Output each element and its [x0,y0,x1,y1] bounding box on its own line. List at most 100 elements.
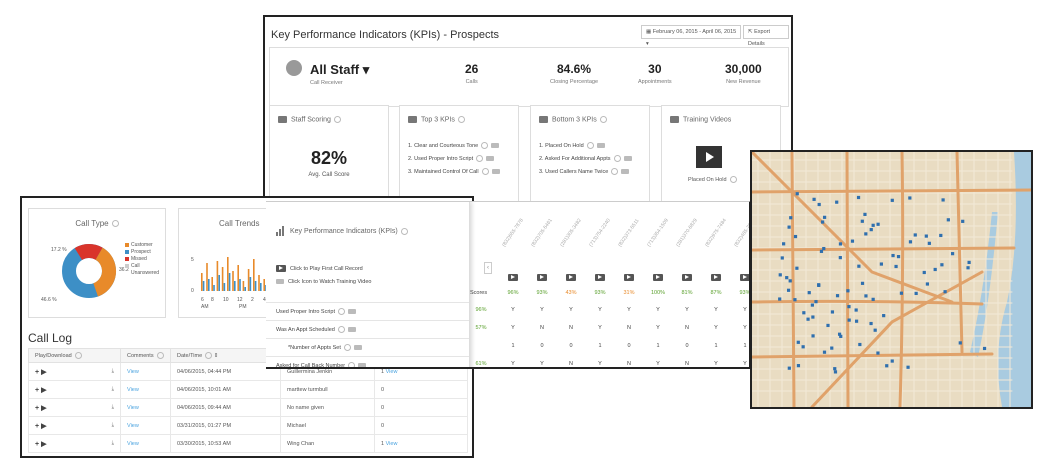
staff-selector[interactable]: All Staff ▾ [310,62,370,77]
call-location-marker[interactable] [795,192,799,196]
call-location-marker[interactable] [782,242,786,246]
call-location-marker[interactable] [802,311,806,315]
call-location-marker[interactable] [830,346,834,350]
call-location-marker[interactable] [835,294,840,298]
info-icon[interactable] [729,176,737,183]
call-location-marker[interactable] [838,242,843,246]
call-location-marker[interactable] [860,219,864,223]
video-icon[interactable] [276,279,284,285]
call-location-marker[interactable] [896,255,901,259]
call-location-marker[interactable] [821,220,825,224]
sort-icon[interactable]: ⇕ [213,352,219,359]
call-location-marker[interactable] [796,340,800,344]
call-location-marker[interactable] [961,219,965,223]
view-comments-link[interactable]: View [127,368,139,375]
download-icon[interactable]: ⤓ [111,421,114,428]
info-icon[interactable] [74,352,82,359]
call-location-marker[interactable] [876,351,880,355]
call-location-marker[interactable] [941,198,945,202]
view-link[interactable]: View [385,440,398,447]
call-location-marker[interactable] [958,341,962,345]
call-location-marker[interactable] [801,345,805,349]
play-video-button[interactable] [696,146,722,168]
call-location-marker[interactable] [871,297,875,301]
call-location-marker[interactable] [814,300,818,304]
call-location-marker[interactable] [933,267,937,272]
call-location-marker[interactable] [822,246,826,251]
play-icon[interactable]: ▶ [41,404,49,412]
call-location-marker[interactable] [837,332,842,336]
call-location-marker[interactable] [946,218,950,222]
call-location-marker[interactable] [876,222,880,226]
info-icon[interactable] [333,116,341,123]
call-location-marker[interactable] [811,334,815,338]
call-location-marker[interactable] [786,288,791,292]
call-location-marker[interactable] [863,212,867,216]
date-range-picker[interactable]: ▦ February 06, 2015 - April 06, 2015 ▾ [641,25,741,47]
call-location-marker[interactable] [864,232,868,236]
call-location-marker[interactable] [940,263,944,267]
play-record-icon[interactable] [276,265,286,272]
info-icon[interactable] [476,155,484,163]
call-location-marker[interactable] [817,283,821,287]
map-canvas[interactable] [752,152,1031,407]
expand-icon[interactable]: + [35,386,42,394]
info-icon[interactable] [481,142,489,150]
video-icon[interactable] [358,363,367,367]
call-location-marker[interactable] [864,294,868,298]
column-header[interactable]: Play/Download [28,348,121,363]
view-comments-link[interactable]: View [127,386,139,393]
legend-item[interactable]: Call [125,263,159,270]
call-location-marker[interactable] [890,198,894,202]
expand-icon[interactable]: + [35,440,42,448]
video-icon[interactable] [491,169,500,175]
video-icon[interactable] [623,156,632,162]
view-comments-link[interactable]: View [127,422,139,429]
call-location-marker[interactable] [854,308,858,312]
call-location-marker[interactable] [950,252,955,256]
play-icon[interactable]: ▶ [41,386,49,394]
call-location-marker[interactable] [822,215,827,219]
call-location-marker[interactable] [890,359,894,363]
call-location-marker[interactable] [833,367,837,371]
legend-item[interactable]: Unanswered [125,270,159,277]
call-location-marker[interactable] [826,323,830,328]
play-call-button[interactable] [529,274,555,281]
call-location-marker[interactable] [908,240,913,244]
call-location-marker[interactable] [860,281,865,285]
call-location-marker[interactable] [858,342,862,347]
call-location-marker[interactable] [785,276,789,280]
call-location-marker[interactable] [914,291,918,296]
info-icon[interactable] [338,308,345,316]
call-location-marker[interactable] [908,196,912,200]
play-call-button[interactable] [558,274,584,281]
expand-icon[interactable]: + [35,368,42,376]
column-header[interactable]: Comments [120,348,171,363]
call-location-marker[interactable] [833,370,838,374]
call-location-marker[interactable] [778,297,782,301]
call-location-marker[interactable] [847,305,851,309]
call-location-marker[interactable] [806,317,810,321]
legend-item[interactable]: Missed [125,256,159,263]
legend-item[interactable]: Prospect [125,249,159,256]
info-icon[interactable] [599,116,607,123]
play-icon[interactable]: ▶ [41,440,49,448]
info-icon[interactable] [337,326,345,334]
call-location-marker[interactable] [913,233,917,237]
call-location-marker[interactable] [817,202,821,207]
call-location-marker[interactable] [839,334,843,338]
video-icon[interactable] [596,143,605,149]
expand-icon[interactable]: + [35,404,42,412]
call-location-marker[interactable] [869,228,873,232]
call-location-marker[interactable] [795,266,799,270]
call-location-marker[interactable] [850,239,855,243]
call-location-marker[interactable] [830,310,835,314]
download-icon[interactable]: ⤓ [111,367,114,374]
call-location-marker[interactable] [943,290,947,294]
info-icon[interactable] [611,168,619,176]
call-location-marker[interactable] [793,234,798,239]
view-comments-link[interactable]: View [127,404,139,411]
info-icon[interactable] [400,227,408,235]
call-location-marker[interactable] [939,233,943,238]
call-location-marker[interactable] [882,314,886,318]
